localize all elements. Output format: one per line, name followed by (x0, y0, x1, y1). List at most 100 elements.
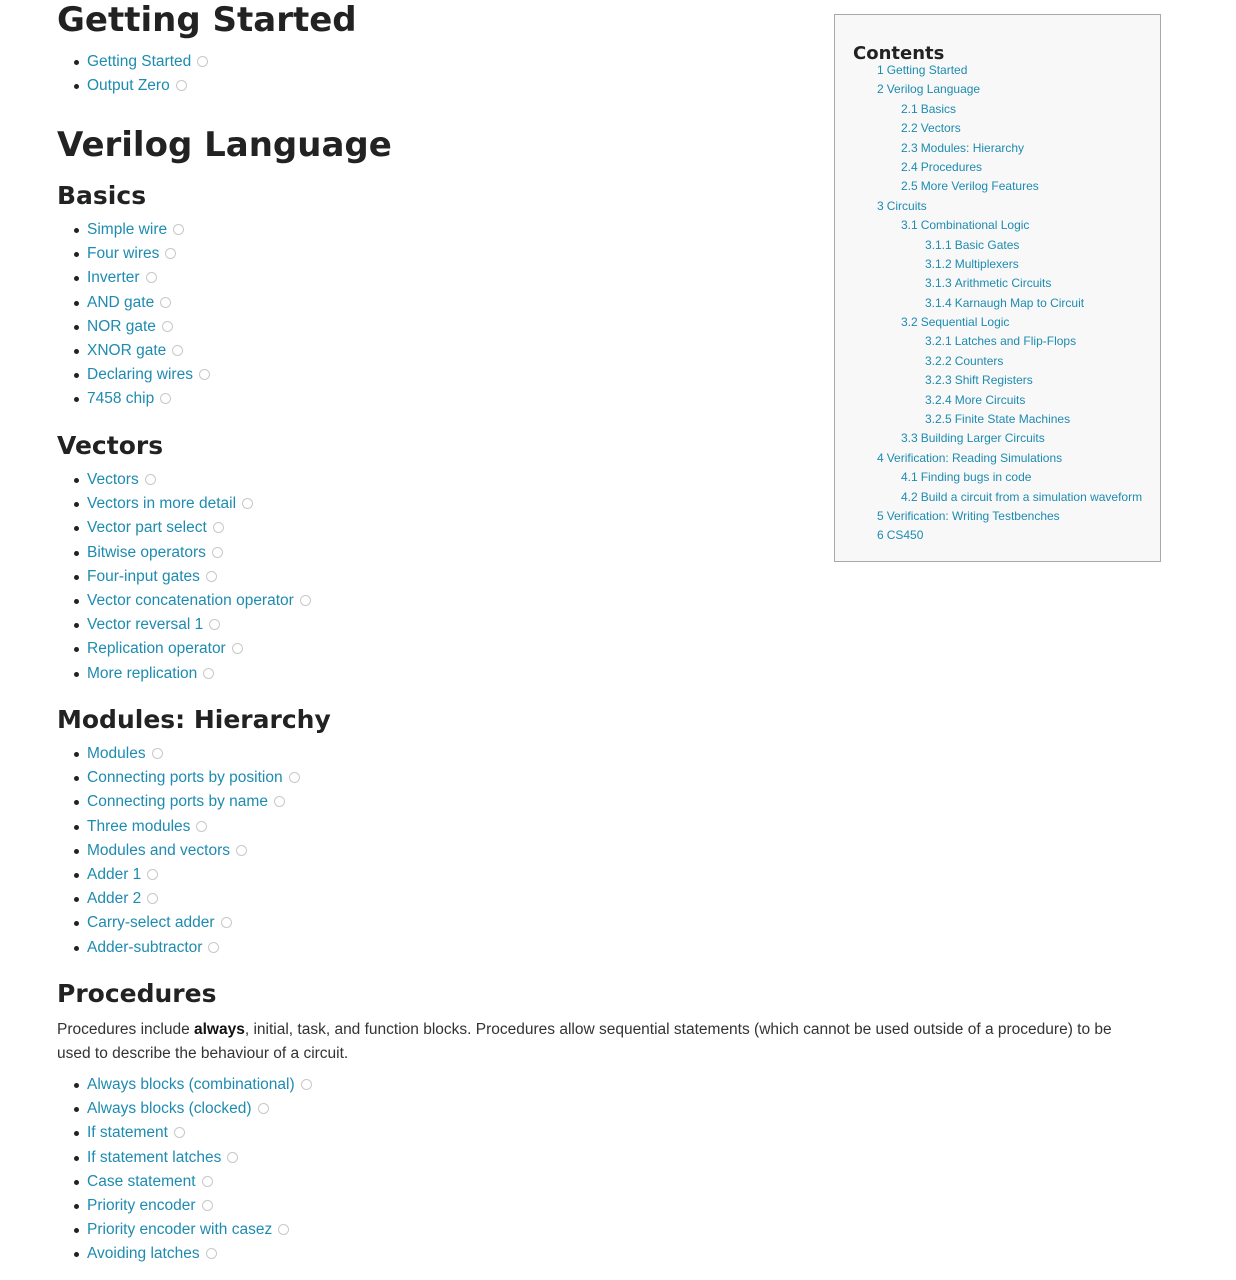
problem-link-declaring-wires[interactable]: Declaring wires (87, 366, 193, 384)
problem-link-vector-part-select[interactable]: Vector part select (87, 519, 207, 537)
status-circle-icon (145, 272, 157, 284)
toc-item-label: More Verilog Features (920, 179, 1039, 194)
toc-item-procedures[interactable]: 2.4 Procedures (835, 158, 1142, 177)
toc-item-verification-writing-testbenches[interactable]: 5 Verification: Writing Testbenches (835, 507, 1142, 526)
bullet-icon (74, 598, 79, 604)
toc-item-cs450[interactable]: 6 CS450 (835, 526, 1142, 545)
problem-link-nor-gate[interactable]: NOR gate (87, 317, 156, 335)
toc-item-combinational-logic[interactable]: 3.1 Combinational Logic (835, 216, 1142, 235)
toc-item-finite-state-machines[interactable]: 3.2.5 Finite State Machines (835, 410, 1142, 429)
problem-link-vector-concatenation-operator[interactable]: Vector concatenation operator (87, 591, 294, 609)
problem-link-four-input-gates[interactable]: Four-input gates (87, 567, 200, 585)
list-basics: Simple wire Four wires Inverter AND gate NOR… (57, 218, 210, 412)
toc-item-number: 4 (877, 450, 884, 465)
problem-link-7458-chip[interactable]: 7458 chip (87, 390, 155, 408)
problem-link-vectors-in-more-detail[interactable]: Vectors in more detail (87, 495, 237, 513)
status-circle-icon (236, 844, 248, 856)
problem-link-if-statement[interactable]: If statement (87, 1124, 168, 1142)
status-circle-icon (288, 772, 300, 784)
toc-item-counters[interactable]: 3.2.2 Counters (835, 352, 1142, 371)
bullet-icon (74, 848, 79, 854)
problem-link-priority-encoder[interactable]: Priority encoder (87, 1196, 196, 1214)
list-item: Avoiding latches (57, 1242, 312, 1266)
problem-link-and-gate[interactable]: AND gate (87, 293, 155, 311)
problem-link-three-modules[interactable]: Three modules (87, 817, 191, 835)
problem-link-xnor-gate[interactable]: XNOR gate (87, 341, 167, 359)
toc-item-number: 3.1.4 (925, 295, 952, 310)
problem-link-connecting-ports-by-name[interactable]: Connecting ports by name (87, 793, 268, 811)
toc-item-building-larger-circuits[interactable]: 3.3 Building Larger Circuits (835, 429, 1142, 448)
toc-item-number: 3.3 (901, 431, 918, 446)
bullet-icon (74, 550, 79, 556)
bullet-icon (74, 1228, 79, 1234)
toc-item-multiplexers[interactable]: 3.1.2 Multiplexers (835, 255, 1142, 274)
list-item: Connecting ports by position (57, 766, 300, 790)
toc-item-number: 1 (877, 63, 884, 77)
toc-item-more-verilog-features[interactable]: 2.5 More Verilog Features (835, 177, 1142, 196)
toc-item-finding-bugs-in-code[interactable]: 4.1 Finding bugs in code (835, 468, 1142, 487)
problem-link-priority-encoder-with-casez[interactable]: Priority encoder with casez (87, 1221, 273, 1239)
problem-link-case-statement[interactable]: Case statement (87, 1172, 196, 1190)
problem-link-avoiding-latches[interactable]: Avoiding latches (87, 1245, 200, 1263)
problem-link-more-replication[interactable]: More replication (87, 664, 198, 682)
list-procedures: Always blocks (combinational) Always bloc… (57, 1073, 312, 1267)
problem-link-output-zero[interactable]: Output Zero (87, 77, 170, 95)
list-item: Adder 2 (57, 887, 300, 911)
toc-item-basics[interactable]: 2.1 Basics (835, 100, 1142, 119)
problem-link-modules[interactable]: Modules (87, 745, 146, 762)
problem-link-inverter[interactable]: Inverter (87, 269, 140, 287)
list-item: Four wires (57, 242, 210, 266)
status-circle-icon (196, 820, 208, 832)
toc-item-label: Finding bugs in code (920, 470, 1032, 485)
toc-item-label: Verification: Reading Simulations (886, 450, 1063, 465)
toc-item-number: 2 (877, 82, 884, 97)
problem-link-modules-and-vectors[interactable]: Modules and vectors (87, 841, 231, 859)
toc-item-sequential-logic[interactable]: 3.2 Sequential Logic (835, 313, 1142, 332)
problem-link-if-statement-latches[interactable]: If statement latches (87, 1148, 222, 1166)
toc-item-arithmetic-circuits[interactable]: 3.1.3 Arithmetic Circuits (835, 274, 1142, 293)
list-item: 7458 chip (57, 387, 210, 411)
problem-link-vectors[interactable]: Vectors (87, 471, 139, 488)
toc-item-number: 5 (877, 508, 884, 523)
problem-link-carry-select-adder[interactable]: Carry-select adder (87, 914, 215, 932)
toc-item-more-circuits[interactable]: 3.2.4 More Circuits (835, 391, 1142, 410)
problem-link-always-blocks-combinational[interactable]: Always blocks (combinational) (87, 1076, 295, 1093)
toc-item-vectors[interactable]: 2.2 Vectors (835, 119, 1142, 138)
problem-link-replication-operator[interactable]: Replication operator (87, 640, 226, 658)
toc-item-label: Verification: Writing Testbenches (886, 508, 1060, 523)
status-circle-icon (151, 748, 163, 759)
bullet-icon (74, 1155, 79, 1161)
status-circle-icon (203, 667, 215, 679)
status-circle-icon (257, 1103, 269, 1115)
list-item: Modules and vectors (57, 839, 300, 863)
problem-link-adder-1[interactable]: Adder 1 (87, 865, 142, 883)
list-item: Inverter (57, 266, 210, 290)
problem-link-vector-reversal-1[interactable]: Vector reversal 1 (87, 616, 204, 634)
toc-item-verification-reading-simulations[interactable]: 4 Verification: Reading Simulations (835, 449, 1142, 468)
table-of-contents: Contents 1 Getting Started 2 Verilog Langua… (834, 14, 1161, 562)
problem-link-connecting-ports-by-position[interactable]: Connecting ports by position (87, 769, 283, 787)
bullet-icon (74, 478, 79, 483)
procedures-description: Procedures include always, initial, task… (57, 1021, 1112, 1062)
toc-item-number: 3.2.3 (925, 373, 952, 388)
list-item: Vectors in more detail (57, 492, 311, 516)
toc-item-shift-registers[interactable]: 3.2.3 Shift Registers (835, 371, 1142, 390)
toc-item-build-a-circuit-from-a-simulation-waveform[interactable]: 4.2 Build a circuit from a simulation wav… (835, 488, 1142, 507)
problem-link-bitwise-operators[interactable]: Bitwise operators (87, 543, 206, 561)
problem-link-adder-subtractor[interactable]: Adder-subtractor (87, 938, 203, 956)
problem-link-simple-wire[interactable]: Simple wire (87, 221, 168, 238)
toc-item-verilog-language[interactable]: 2 Verilog Language (835, 80, 1142, 99)
toc-item-karnaugh-map-to-circuit[interactable]: 3.1.4 Karnaugh Map to Circuit (835, 294, 1142, 313)
problem-link-getting-started[interactable]: Getting Started (87, 53, 192, 70)
problem-link-adder-2[interactable]: Adder 2 (87, 890, 142, 908)
toc-item-getting-started[interactable]: 1 Getting Started (835, 61, 1142, 80)
bullet-icon (74, 397, 79, 403)
toc-item-circuits[interactable]: 3 Circuits (835, 197, 1142, 216)
status-circle-icon (205, 1248, 217, 1260)
toc-item-basic-gates[interactable]: 3.1.1 Basic Gates (835, 236, 1142, 255)
toc-item-modules-hierarchy[interactable]: 2.3 Modules: Hierarchy (835, 139, 1142, 158)
problem-link-four-wires[interactable]: Four wires (87, 245, 160, 263)
problem-link-always-blocks-clocked[interactable]: Always blocks (clocked) (87, 1100, 252, 1118)
toc-item-number: 3.1.1 (925, 237, 952, 252)
toc-item-latches-and-flip-flops[interactable]: 3.2.1 Latches and Flip-Flops (835, 332, 1142, 351)
